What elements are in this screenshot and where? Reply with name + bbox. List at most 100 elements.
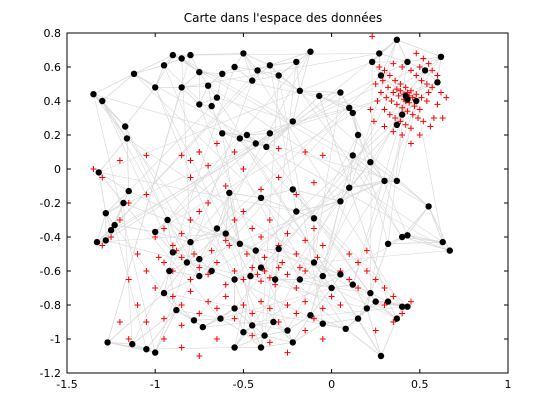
- graph-edge: [132, 270, 170, 345]
- data-point: [213, 305, 220, 312]
- data-point: [319, 305, 326, 312]
- graph-edge: [123, 202, 168, 221]
- data-point: [196, 208, 203, 215]
- y-tick-label: -0.6: [40, 265, 61, 278]
- graph-edge: [163, 65, 408, 307]
- data-point: [369, 33, 376, 40]
- graph-edge: [380, 75, 406, 97]
- graph-edge: [124, 126, 188, 263]
- data-point: [302, 268, 309, 274]
- data-point: [392, 77, 399, 84]
- map-node: [296, 87, 304, 95]
- data-point: [399, 104, 406, 111]
- graph-edge: [167, 219, 174, 253]
- map-node: [284, 327, 291, 334]
- data-point: [125, 336, 132, 342]
- data-point: [152, 285, 159, 291]
- x-tick-label: -1.5: [56, 378, 77, 391]
- map-node: [152, 349, 159, 356]
- graph-edge: [181, 53, 380, 88]
- data-point: [367, 106, 374, 113]
- graph-edge: [243, 235, 408, 333]
- graph-edge: [366, 99, 408, 309]
- map-node: [93, 238, 101, 246]
- data-point: [196, 353, 203, 359]
- graph-edge: [246, 132, 270, 136]
- graph-edge: [105, 190, 130, 214]
- graph-edge: [172, 251, 200, 260]
- graph-edge: [229, 192, 262, 199]
- map-node: [319, 320, 326, 327]
- map-node: [437, 53, 445, 60]
- map-node: [289, 118, 296, 125]
- data-point: [402, 84, 409, 91]
- data-point: [390, 319, 397, 325]
- graph-edge: [295, 61, 301, 91]
- graph-edge: [154, 309, 177, 353]
- graph-edge: [352, 114, 403, 285]
- data-point: [191, 251, 198, 257]
- graph-edge: [102, 73, 135, 102]
- data-point: [169, 242, 176, 249]
- graph-edge: [128, 190, 397, 319]
- data-point: [169, 293, 176, 300]
- map-node: [249, 77, 256, 84]
- graph-edge: [190, 53, 380, 56]
- data-point: [205, 298, 212, 305]
- map-node: [178, 55, 185, 62]
- data-point: [310, 179, 317, 186]
- nodes-layer: [90, 36, 453, 360]
- graph-edge: [190, 121, 294, 243]
- data-point: [390, 60, 397, 67]
- graph-edge: [299, 90, 320, 97]
- data-point: [374, 98, 381, 104]
- data-point: [254, 271, 261, 278]
- map-node: [398, 233, 406, 241]
- data-point: [390, 89, 397, 96]
- data-point: [302, 237, 309, 244]
- map-node: [231, 276, 238, 283]
- map-node: [293, 58, 300, 66]
- map-node: [363, 305, 371, 312]
- graph-edge: [243, 53, 253, 81]
- data-point: [370, 118, 377, 125]
- graph-edge: [388, 241, 443, 245]
- data-point: [187, 217, 194, 223]
- map-node: [257, 264, 265, 271]
- data-point: [397, 81, 404, 87]
- graph-edge: [155, 231, 191, 243]
- graph-edge: [98, 61, 373, 173]
- graph-edge: [402, 236, 450, 251]
- graph-edge: [292, 189, 376, 302]
- data-point: [390, 293, 397, 300]
- map-node: [398, 111, 406, 118]
- map-node: [342, 325, 349, 332]
- map-node: [307, 48, 314, 55]
- graph-edge: [172, 53, 244, 56]
- data-point: [143, 268, 150, 274]
- data-point: [404, 108, 411, 115]
- data-point: [99, 242, 106, 249]
- graph-edge: [292, 189, 297, 212]
- data-point: [143, 191, 150, 198]
- graph-edge: [257, 70, 279, 76]
- map-node: [226, 189, 233, 196]
- data-point: [231, 315, 238, 322]
- graph-edge: [352, 284, 371, 294]
- graph-edge: [273, 61, 408, 323]
- map-node: [196, 101, 203, 108]
- map-node: [102, 210, 110, 217]
- graph-edge: [163, 270, 170, 294]
- graph-edge: [234, 66, 253, 81]
- graph-edge: [181, 58, 353, 156]
- graph-edge: [313, 262, 341, 275]
- data-point: [418, 94, 425, 101]
- graph-edge: [133, 73, 450, 251]
- map-node: [310, 215, 318, 222]
- graph-edge: [163, 262, 188, 294]
- map-node: [204, 82, 212, 89]
- data-point: [407, 67, 414, 74]
- graph-edge: [93, 93, 128, 139]
- graph-edge: [415, 100, 444, 243]
